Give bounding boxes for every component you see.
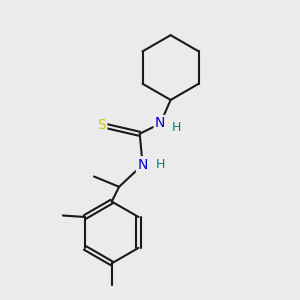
Text: H: H bbox=[172, 121, 181, 134]
Text: H: H bbox=[156, 158, 165, 171]
Text: N: N bbox=[155, 116, 166, 130]
Text: S: S bbox=[97, 118, 106, 132]
Text: N: N bbox=[137, 158, 148, 172]
